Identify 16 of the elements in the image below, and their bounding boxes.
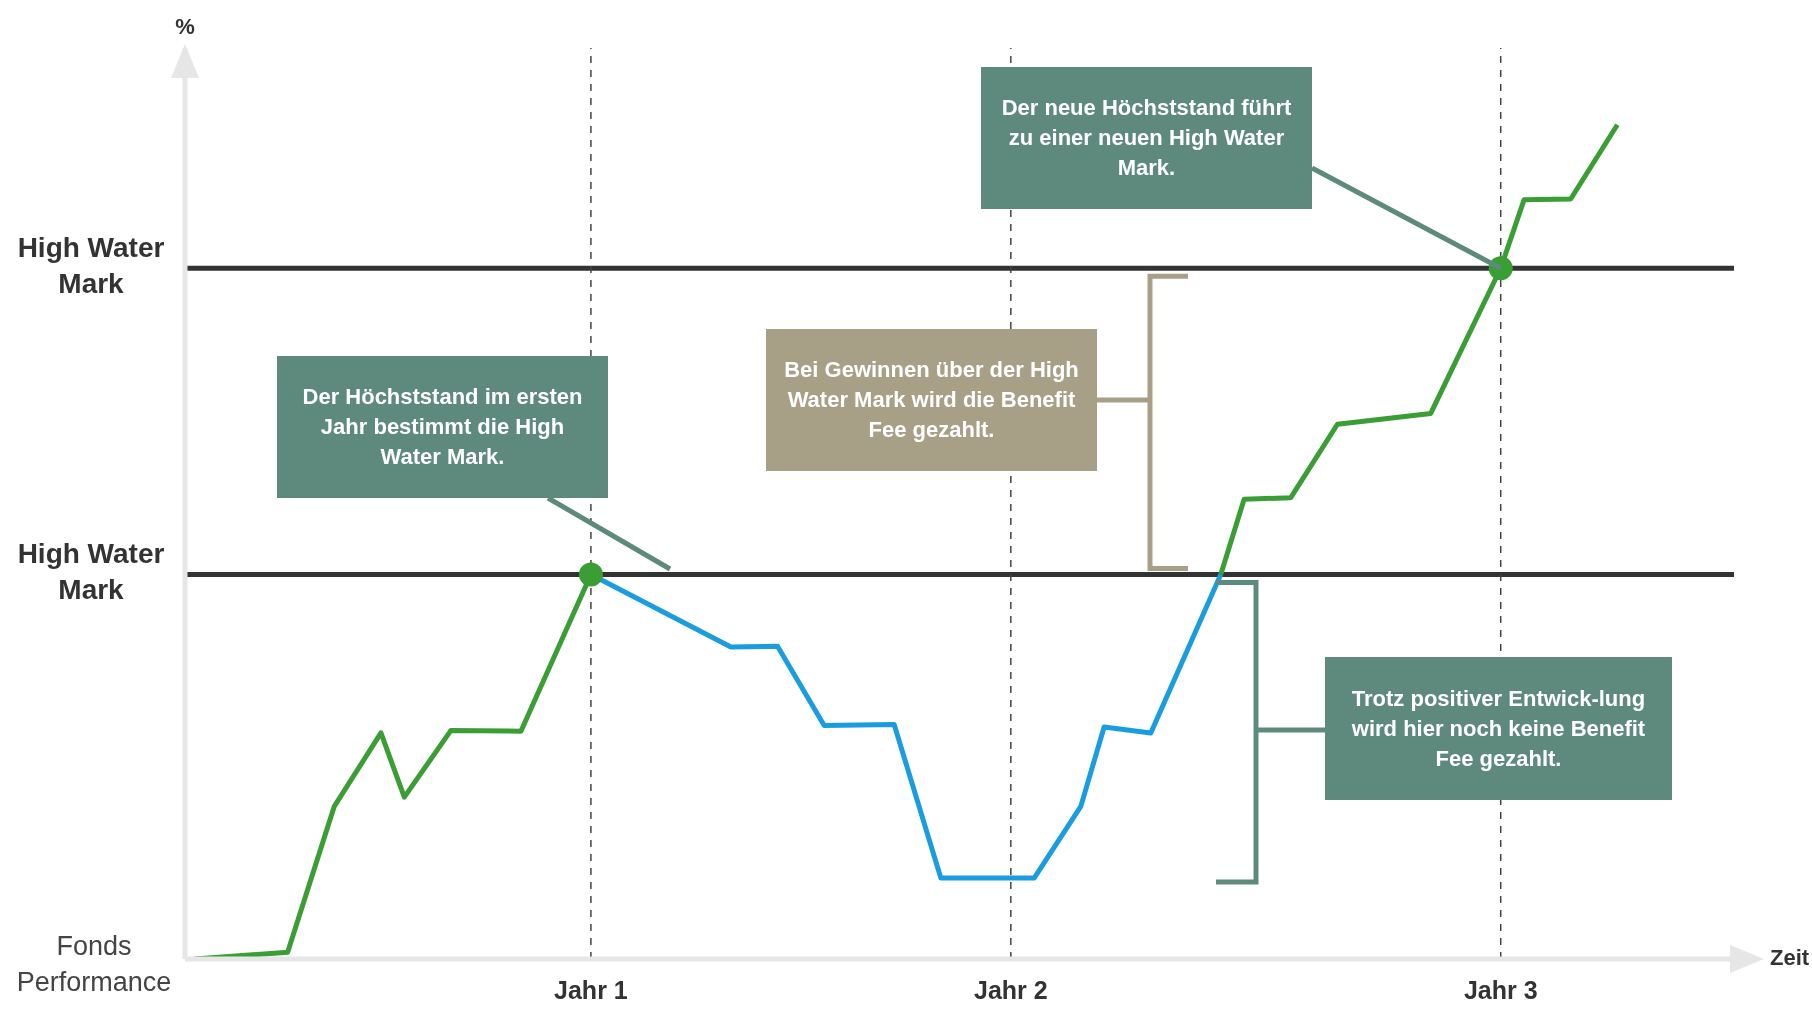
annotation: Bei Gewinnen über der High Water Mark wird die Benefit Fee gezahlt. <box>783 356 1080 444</box>
x-tick-label: Jahr 3 <box>1463 975 1538 1004</box>
callout-box: Bei Gewinnen über der High Water Mark wird die Benefit Fee gezahlt. <box>766 329 1097 471</box>
annotation: Der neue Höchststand führt zu einer neuen High Water Mark. <box>1000 94 1293 182</box>
annotation: Trotz positiver Entwick-lung wird hier noch keine Benefit Fee gezahlt. <box>1350 684 1647 773</box>
annotation: Der Höchststand im ersten Jahr bestimmt die High Water Mark. <box>301 383 584 471</box>
callout-box: Der neue Höchststand führt zu einer neuen High Water Mark. <box>981 67 1312 209</box>
ref-line-label: High Water Mark <box>16 537 166 608</box>
x-axis-title: Zeit <box>1770 945 1810 971</box>
callout-box: Trotz positiver Entwick-lung wird hier noch keine Benefit Fee gezahlt. <box>1325 657 1672 800</box>
ref-line-label: High Water Mark <box>16 231 166 302</box>
callout-box: Der Höchststand im ersten Jahr bestimmt die High Water Mark. <box>277 356 608 498</box>
x-tick-label: Jahr 2 <box>973 975 1048 1004</box>
x-tick-label: Jahr 1 <box>554 975 628 1004</box>
y-axis-title: % <box>174 14 196 40</box>
text: Fonds Performance <box>15 930 173 999</box>
